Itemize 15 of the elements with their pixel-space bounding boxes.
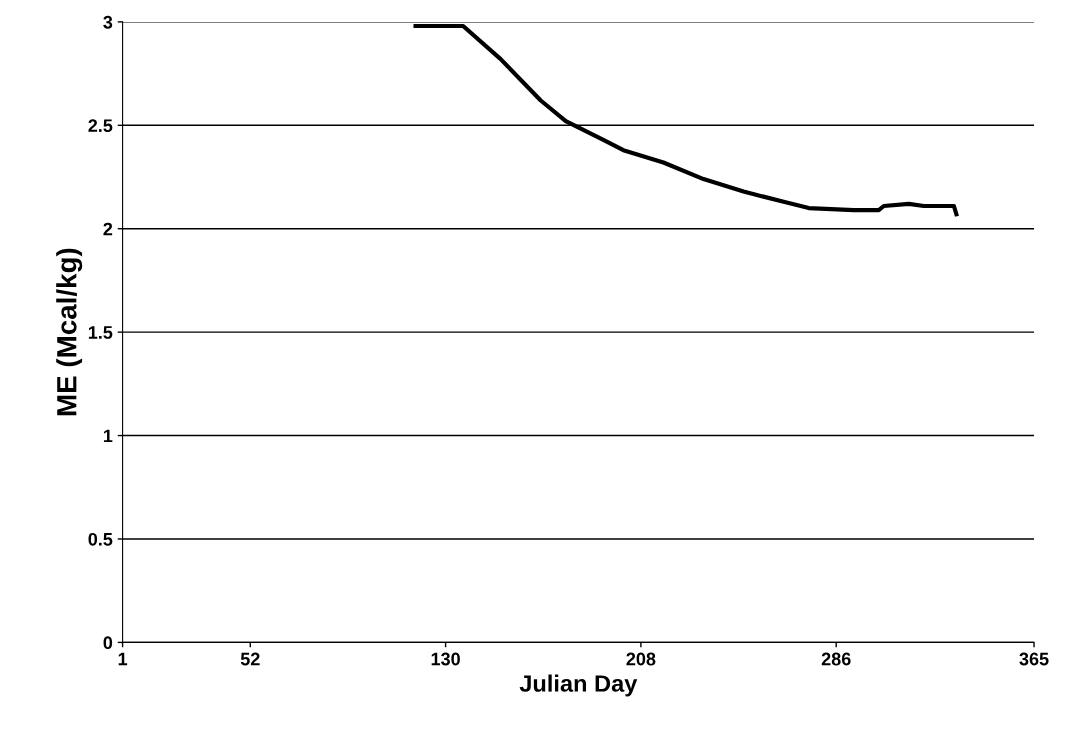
x-tick-label: 52 [240,652,260,666]
y-tick-label: 0.5 [88,532,113,546]
y-axis-title: ME (Mcal/kg) [56,248,83,416]
y-tick-label: 3 [103,15,113,29]
y-tick-label: 0 [103,636,113,650]
x-axis-title: Julian Day [519,674,638,697]
x-tick-label: 286 [821,652,851,666]
y-tick-label: 1.5 [88,326,113,339]
x-tick-label: 130 [431,652,460,666]
x-tick-label: 365 [1019,652,1049,666]
y-tick-label: 2 [103,222,113,236]
y-tick-label: 2.5 [88,119,113,133]
x-tick-label: 1 [118,652,128,666]
x-tick-label: 208 [626,652,656,666]
y-tick-label: 1 [103,429,113,443]
